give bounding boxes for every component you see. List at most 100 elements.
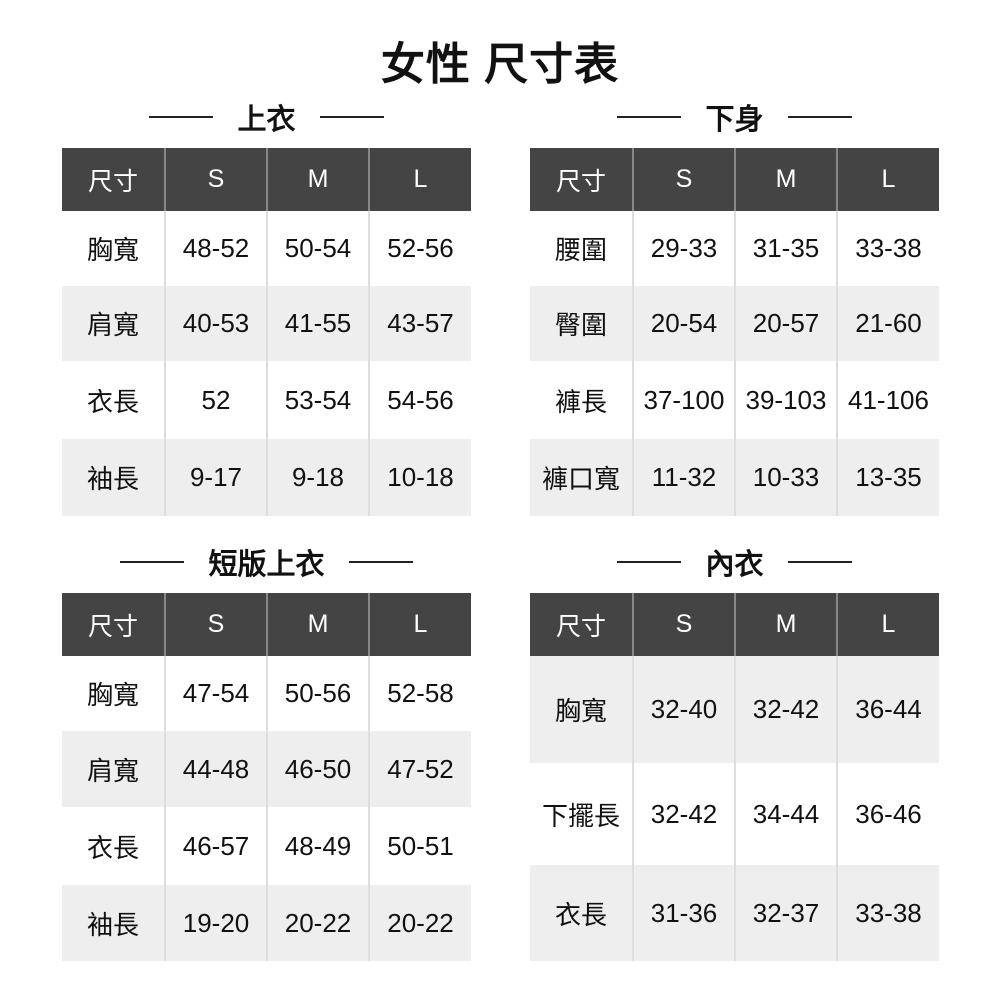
size-value: 29-33 bbox=[632, 211, 735, 286]
divider bbox=[348, 561, 413, 563]
size-value: 20-22 bbox=[368, 885, 471, 961]
size-value: 39-103 bbox=[734, 361, 837, 439]
column-header: S bbox=[164, 593, 267, 656]
size-value: 32-37 bbox=[734, 865, 837, 961]
divider bbox=[120, 561, 185, 563]
column-header: 尺寸 bbox=[62, 593, 165, 656]
measure-label: 胸寬 bbox=[530, 656, 633, 763]
size-table: 尺寸 S M L 胸寬 47-54 50-56 52-58 肩寬 44-48 46-50 47-52 衣… bbox=[62, 593, 471, 961]
size-value: 33-38 bbox=[836, 865, 939, 961]
table-row: 腰圍 29-33 31-35 33-38 bbox=[530, 211, 939, 286]
table-row: 臀圍 20-54 20-57 21-60 bbox=[530, 286, 939, 361]
table-row: 肩寬 40-53 41-55 43-57 bbox=[62, 286, 471, 361]
size-value: 46-50 bbox=[266, 731, 369, 807]
table-row: 袖長 19-20 20-22 20-22 bbox=[62, 885, 471, 961]
column-header: 尺寸 bbox=[62, 148, 165, 211]
column-header: M bbox=[266, 593, 369, 656]
table-row: 肩寬 44-48 46-50 47-52 bbox=[62, 731, 471, 807]
column-header: S bbox=[164, 148, 267, 211]
column-header: 尺寸 bbox=[530, 593, 633, 656]
measure-label: 胸寬 bbox=[86, 680, 139, 710]
size-value: 31-35 bbox=[734, 211, 837, 286]
header-row: 尺寸 S M L bbox=[62, 148, 471, 211]
table-row: 衣長 52 53-54 54-56 bbox=[62, 361, 471, 439]
measure-label: 胸寬 bbox=[86, 235, 139, 265]
measure-label: 衣長 bbox=[86, 386, 139, 417]
column-header: L bbox=[836, 148, 939, 211]
size-value: 46-57 bbox=[164, 807, 267, 885]
size-value: 10-18 bbox=[368, 439, 471, 516]
size-value: 20-22 bbox=[266, 885, 369, 961]
size-value: 31-36 bbox=[632, 865, 735, 961]
size-value: 36-44 bbox=[836, 656, 939, 763]
size-value: 32-42 bbox=[632, 763, 735, 865]
measure-label: 褲口寬 bbox=[530, 439, 633, 516]
size-table: 尺寸 S M L 胸寬 32-40 32-42 36-44 下擺長 32-42 34-44 36-46… bbox=[530, 593, 939, 961]
column-header: S bbox=[632, 148, 735, 211]
table-row: 褲長 37-100 39-103 41-106 bbox=[530, 361, 939, 439]
section-heading: 短版上衣 bbox=[62, 542, 471, 582]
size-value: 9-17 bbox=[164, 439, 267, 516]
size-value: 19-20 bbox=[164, 885, 267, 961]
divider bbox=[787, 561, 852, 563]
header-row: 尺寸 S M L bbox=[530, 593, 939, 656]
size-value: 50-54 bbox=[266, 211, 369, 286]
table-row: 衣長 31-36 32-37 33-38 bbox=[530, 865, 939, 961]
size-value: 33-38 bbox=[836, 211, 939, 286]
divider bbox=[787, 116, 852, 118]
measure-label: 肩寬 bbox=[62, 731, 165, 807]
table-row: 袖長 9-17 9-18 10-18 bbox=[62, 439, 471, 516]
size-value: 53-54 bbox=[266, 361, 369, 439]
size-table: 尺寸 S M L 胸寬 48-52 50-54 52-56 肩寬 40-53 41-55 43-57 衣… bbox=[62, 148, 471, 516]
header-row: 尺寸 S M L bbox=[62, 593, 471, 656]
section-title: 內衣 bbox=[705, 549, 764, 581]
size-value: 43-57 bbox=[368, 286, 471, 361]
column-header: 尺寸 bbox=[530, 148, 633, 211]
section-heading: 上衣 bbox=[62, 97, 471, 137]
section-heading: 內衣 bbox=[530, 542, 939, 582]
measure-label: 肩寬 bbox=[62, 286, 165, 361]
measure-label: 衣長 bbox=[530, 865, 633, 961]
measure-label: 腰圍 bbox=[554, 235, 607, 265]
size-value: 41-55 bbox=[266, 286, 369, 361]
divider bbox=[319, 116, 384, 118]
table-row: 下擺長 32-42 34-44 36-46 bbox=[530, 763, 939, 865]
size-value: 36-46 bbox=[836, 763, 939, 865]
divider bbox=[617, 561, 682, 563]
table-row: 衣長 46-57 48-49 50-51 bbox=[62, 807, 471, 885]
table-row: 褲口寬 11-32 10-33 13-35 bbox=[530, 439, 939, 516]
size-value: 47-52 bbox=[368, 731, 471, 807]
size-value: 34-44 bbox=[734, 763, 837, 865]
size-value: 20-54 bbox=[632, 286, 735, 361]
section-title: 上衣 bbox=[237, 104, 296, 136]
size-value: 9-18 bbox=[266, 439, 369, 516]
size-value: 48-49 bbox=[266, 807, 369, 885]
column-header: L bbox=[368, 148, 471, 211]
size-value: 11-32 bbox=[632, 439, 735, 516]
size-value: 21-60 bbox=[836, 286, 939, 361]
divider bbox=[149, 116, 214, 118]
divider bbox=[617, 116, 682, 118]
measure-label: 下擺長 bbox=[541, 800, 620, 831]
size-value: 37-100 bbox=[632, 361, 735, 439]
header-row: 尺寸 S M L bbox=[530, 148, 939, 211]
size-value: 32-40 bbox=[632, 656, 735, 763]
size-value: 10-33 bbox=[734, 439, 837, 516]
size-value: 44-48 bbox=[164, 731, 267, 807]
size-value: 54-56 bbox=[368, 361, 471, 439]
size-value: 52-56 bbox=[368, 211, 471, 286]
section-title: 下身 bbox=[705, 104, 764, 136]
table-row: 胸寬 48-52 50-54 52-56 bbox=[62, 211, 471, 286]
table-row: 胸寬 47-54 50-56 52-58 bbox=[62, 656, 471, 731]
column-header: L bbox=[368, 593, 471, 656]
size-value: 40-53 bbox=[164, 286, 267, 361]
measure-label: 袖長 bbox=[62, 439, 165, 516]
column-header: M bbox=[734, 593, 837, 656]
column-header: L bbox=[836, 593, 939, 656]
measure-label: 褲長 bbox=[554, 386, 607, 417]
size-value: 52-58 bbox=[368, 656, 471, 731]
size-value: 32-42 bbox=[734, 656, 837, 763]
table-row: 胸寬 32-40 32-42 36-44 bbox=[530, 656, 939, 763]
size-table: 尺寸 S M L 腰圍 29-33 31-35 33-38 臀圍 20-54 20-57 21-60 褲… bbox=[530, 148, 939, 516]
column-header: M bbox=[266, 148, 369, 211]
